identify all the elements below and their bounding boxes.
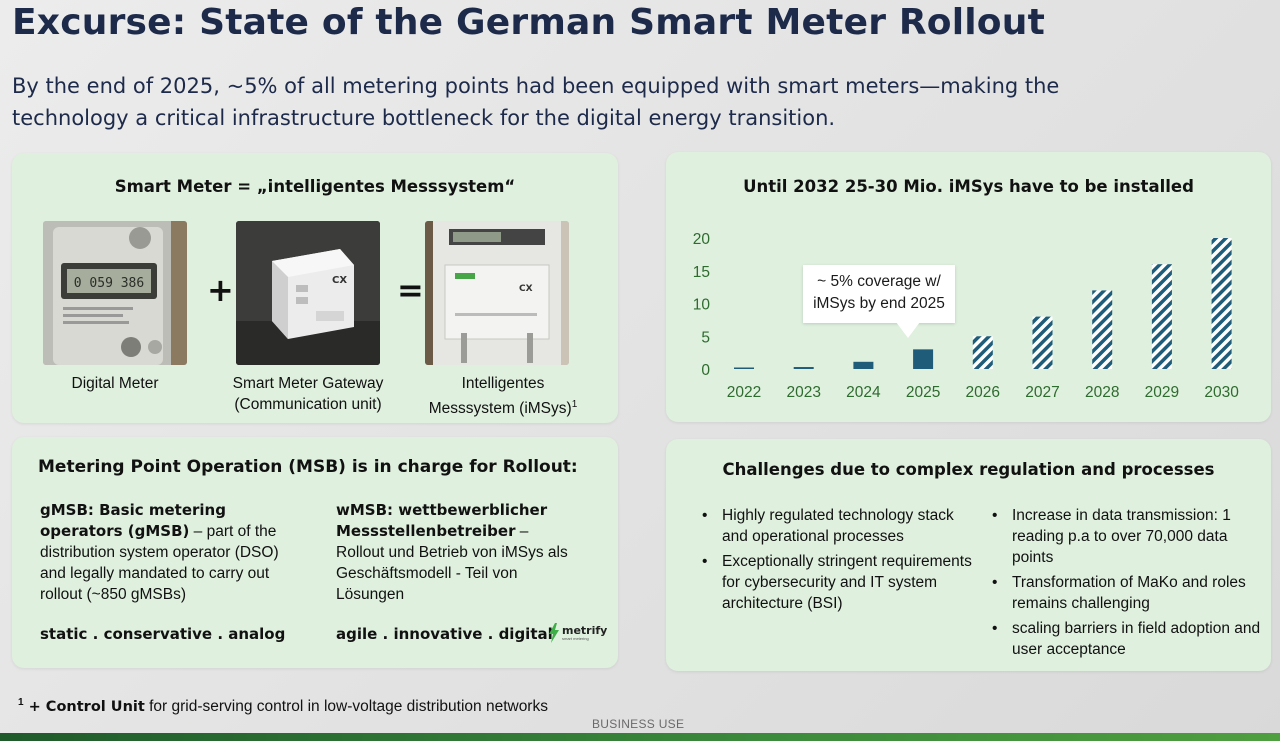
bar-2027 <box>1032 316 1053 369</box>
list-item: Exceptionally stringent requirements for… <box>702 551 972 614</box>
wmsb-text: – Rollout und Betrieb von iMSys als Gesc… <box>336 523 568 603</box>
bar-2025 <box>913 349 934 369</box>
x-tick-label: 2023 <box>786 384 820 401</box>
page-subtitle: By the end of 2025, ~5% of all metering … <box>12 74 1060 130</box>
bar-2030 <box>1211 238 1232 369</box>
page-title: Excurse: State of the German Smart Meter… <box>12 2 1045 43</box>
challenges-card: Challenges due to complex regulation and… <box>666 439 1271 671</box>
wmsb-description: wMSB: wettbewerblicher Messstellenbetrei… <box>336 500 576 605</box>
x-tick-label: 2030 <box>1204 384 1239 401</box>
bar-2022 <box>734 367 754 369</box>
challenges-left-list: Highly regulated technology stack and op… <box>698 505 972 618</box>
footnote-text: for grid-serving control in low-voltage … <box>144 698 548 716</box>
x-tick-label: 2022 <box>727 384 761 401</box>
imsys-caption-line2-wrap: Messsystem (iMSys)1 <box>408 394 598 419</box>
metrify-wordmark: metrify smart metering <box>562 625 607 641</box>
y-tick-label: 5 <box>701 329 710 346</box>
imsys-caption-line1: Intelligentes <box>461 375 545 392</box>
coverage-callout: ~ 5% coverage w/ iMSys by end 2025 <box>803 265 955 323</box>
x-tick-label: 2027 <box>1025 384 1059 401</box>
bar-2028 <box>1092 290 1113 369</box>
gateway-photo: CX <box>236 221 380 365</box>
y-tick-label: 10 <box>693 297 711 314</box>
gmsb-text: – part of the distribution system operat… <box>40 523 279 603</box>
imsys-caption: Intelligentes Messsystem (iMSys)1 <box>408 373 598 419</box>
digital-meter-caption: Digital Meter <box>29 373 201 394</box>
challenges-right-list: Increase in data transmission: 1 reading… <box>988 505 1264 664</box>
classification-label: BUSINESS USE <box>592 717 685 731</box>
imsys-image: CX <box>425 221 569 365</box>
footnote-marker: 1 <box>18 697 24 708</box>
smart-meter-card-title: Smart Meter = „intelligentes Messsystem“ <box>114 177 516 196</box>
y-tick-label: 20 <box>693 231 711 248</box>
callout-pointer <box>896 322 920 338</box>
list-item: Transformation of MaKo and roles remains… <box>992 572 1264 614</box>
bottom-accent-bar <box>0 733 1280 741</box>
gateway-caption-line2: (Communication unit) <box>234 396 382 413</box>
chart-title: Until 2032 25-30 Mio. iMSys have to be i… <box>743 177 1194 196</box>
metrify-name: metrify <box>562 624 608 637</box>
x-tick-label: 2029 <box>1145 384 1179 401</box>
msb-card-title: Metering Point Operation (MSB) is in cha… <box>38 457 578 477</box>
y-tick-label: 0 <box>701 362 710 379</box>
gmsb-heading: gMSB: Basic metering operators (gMSB) <box>40 501 226 540</box>
equals-sign: = <box>397 271 424 309</box>
metrify-sub: smart metering <box>562 636 589 641</box>
msb-card: Metering Point Operation (MSB) is in cha… <box>12 437 618 668</box>
x-tick-label: 2024 <box>846 384 881 401</box>
wmsb-tagline: agile . innovative . digital <box>336 625 553 643</box>
x-tick-label: 2026 <box>966 384 1000 401</box>
rollout-chart-card: Until 2032 25-30 Mio. iMSys have to be i… <box>666 152 1271 422</box>
gmsb-description: gMSB: Basic metering operators (gMSB) – … <box>40 500 290 605</box>
x-tick-label: 2028 <box>1085 384 1119 401</box>
plus-sign: + <box>207 271 234 309</box>
bar-2026 <box>972 336 993 369</box>
imsys-photo: CX <box>425 221 569 365</box>
y-tick-label: 15 <box>693 264 710 281</box>
x-tick-label: 2025 <box>906 384 940 401</box>
footnote: 1 + Control Unit for grid-serving contro… <box>18 697 548 716</box>
metrify-logo: metrify smart metering <box>548 623 607 643</box>
digital-meter-photo: 0 059 386 <box>43 221 187 365</box>
gateway-image: CX <box>236 221 380 365</box>
bar-2023 <box>793 367 814 369</box>
lightning-bolt-icon <box>549 623 559 643</box>
challenges-card-title: Challenges due to complex regulation and… <box>722 460 1215 479</box>
bar-2029 <box>1151 264 1172 369</box>
gateway-caption-line1: Smart Meter Gateway <box>232 375 384 392</box>
gmsb-tagline: static . conservative . analog <box>40 625 286 643</box>
list-item: Increase in data transmission: 1 reading… <box>992 505 1264 568</box>
smart-meter-card: Smart Meter = „intelligentes Messsystem“… <box>12 153 618 423</box>
footnote-bold: + Control Unit <box>23 699 145 716</box>
imsys-footnote-marker: 1 <box>571 399 578 410</box>
imsys-label: CX <box>519 284 533 294</box>
wmsb-heading: wMSB: wettbewerblicher Messstellenbetrei… <box>336 501 548 540</box>
callout-line1: ~ 5% coverage w/ <box>817 273 941 290</box>
meter-display-text: 0 059 386 <box>74 276 144 291</box>
digital-meter-caption-line1: Digital Meter <box>71 375 159 392</box>
rollout-bar-chart: 0 5 10 15 20 2022 2023 2024 2025 2026 2027 2028 2029… <box>693 231 1239 401</box>
callout-line2: iMSys by end 2025 <box>813 295 945 312</box>
digital-meter-image: 0 059 386 <box>43 221 187 365</box>
imsys-caption-line2: Messsystem (iMSys) <box>428 400 572 418</box>
list-item: Highly regulated technology stack and op… <box>702 505 972 547</box>
gateway-label: CX <box>332 275 347 286</box>
list-item: scaling barriers in field adoption and u… <box>992 618 1264 660</box>
gateway-caption: Smart Meter Gateway (Communication unit) <box>208 373 408 415</box>
bar-2024 <box>853 361 874 369</box>
